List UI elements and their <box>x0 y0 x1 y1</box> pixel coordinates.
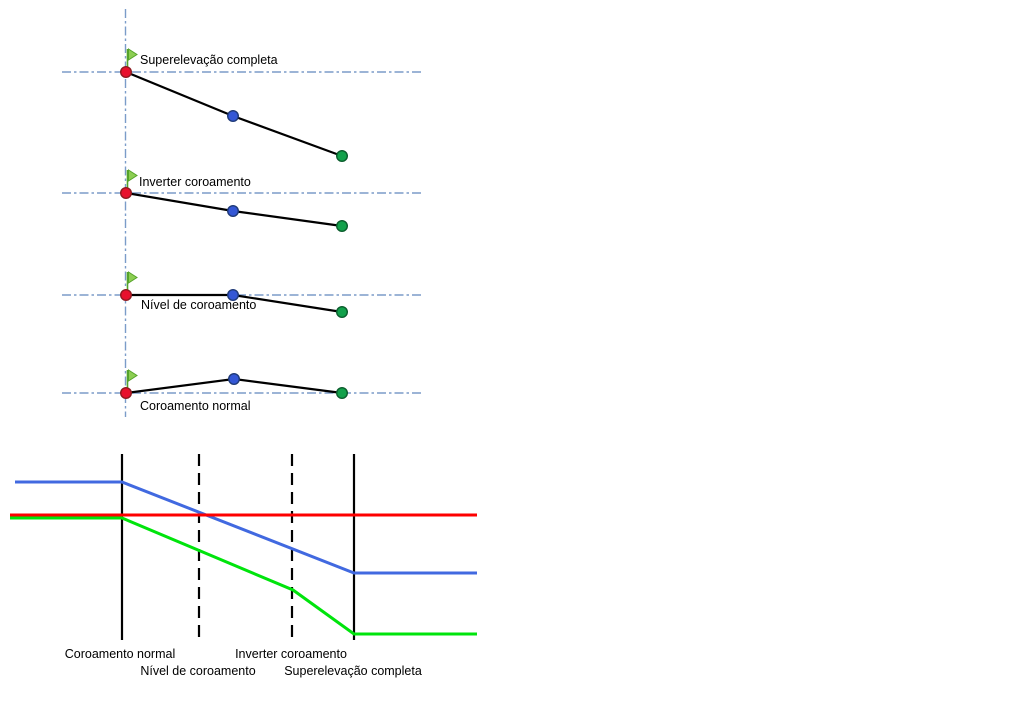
stage-label-inverter-coroamento: Inverter coroamento <box>235 647 347 661</box>
section-label-inverter-coroamento: Inverter coroamento <box>139 175 251 189</box>
point-red <box>119 186 132 199</box>
series-green-edge-profile <box>10 516 477 636</box>
point-blue <box>226 289 239 302</box>
point-blue <box>226 204 239 217</box>
section-label-nivel-de-coroamento: Nível de coroamento <box>141 298 257 312</box>
point-red <box>119 387 132 400</box>
station-flag-icon <box>128 48 138 61</box>
point-blue <box>226 109 239 122</box>
section-label-coroamento-normal: Coroamento normal <box>140 399 251 413</box>
station-flag-icon <box>128 169 138 182</box>
point-blue <box>227 373 240 386</box>
section-label-superelevacao-completa: Superelevação completa <box>140 53 278 67</box>
stage-label-nivel-de-coroamento: Nível de coroamento <box>140 664 256 678</box>
point-green <box>336 149 349 162</box>
point-red <box>119 65 132 78</box>
station-flag-icon <box>128 271 138 284</box>
stage-label-coroamento-normal: Coroamento normal <box>64 647 176 661</box>
point-green <box>336 306 349 319</box>
point-red <box>119 289 132 302</box>
point-green <box>336 219 349 232</box>
station-flag-icon <box>128 369 138 382</box>
stage-label-superelevacao-completa: Superelevação completa <box>284 664 422 678</box>
point-green <box>336 387 349 400</box>
series-blue-edge-profile <box>15 480 477 575</box>
